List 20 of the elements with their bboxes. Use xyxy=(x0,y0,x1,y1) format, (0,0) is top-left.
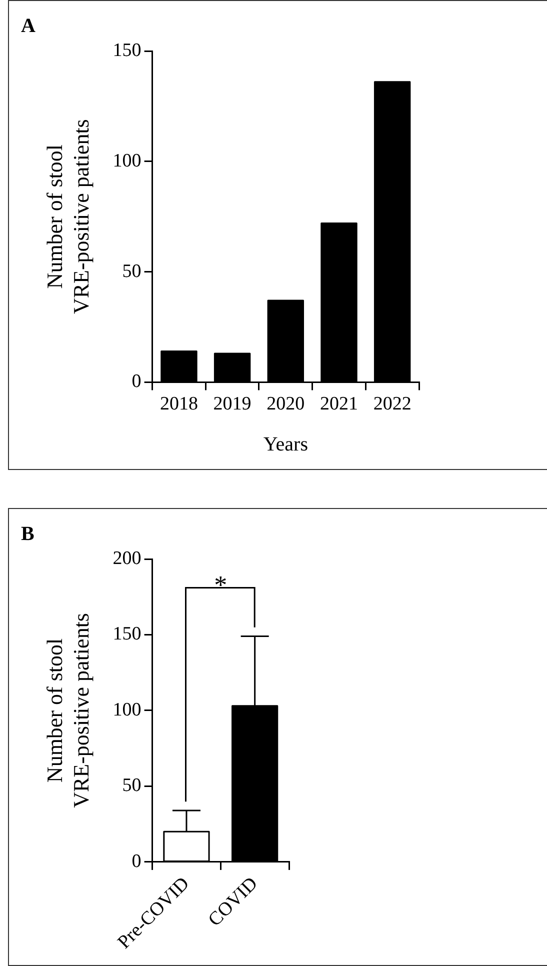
chart-title: B xyxy=(21,523,34,546)
x-axis-title: Years xyxy=(263,433,308,456)
x-tick-label: 2019 xyxy=(213,394,252,415)
chart-title: A xyxy=(21,15,36,38)
y-axis-title: Number of stool VRE-positive patients xyxy=(42,119,94,314)
y-tick-label: 100 xyxy=(112,699,142,720)
y-tick-label: 100 xyxy=(112,150,142,172)
x-tick-label: 2018 xyxy=(160,394,198,415)
y-tick-label: 0 xyxy=(132,371,142,392)
x-tick-label: 2021 xyxy=(320,394,358,415)
y-tick-label: 200 xyxy=(112,548,142,569)
y-tick-label: 150 xyxy=(112,40,142,61)
y-axis-title: Number of stool VRE-positive patients xyxy=(42,613,94,808)
x-tick-label: 2022 xyxy=(373,394,412,415)
y-tick-label: 50 xyxy=(122,775,142,796)
y-tick-label: 50 xyxy=(122,260,142,282)
y-tick-label: 0 xyxy=(132,850,142,872)
y-tick-label: 150 xyxy=(112,624,142,645)
x-tick-label: 2020 xyxy=(266,394,305,415)
annotation: * xyxy=(214,570,228,600)
